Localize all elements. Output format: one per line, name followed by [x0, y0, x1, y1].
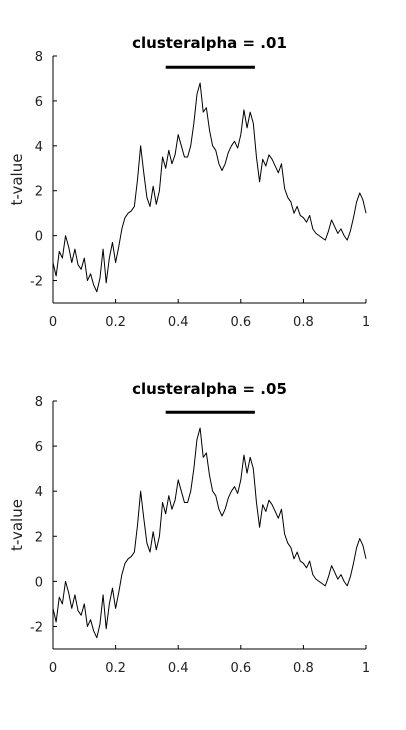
- y-tick-label: 0: [35, 230, 43, 245]
- y-axis-title: t-value: [8, 154, 26, 206]
- y-tick-label: 2: [35, 530, 43, 545]
- axis-ticks: 0 0.2 0.4 0.6 0.8 1 -2 0 2 4 6 8: [30, 50, 370, 330]
- y-tick-label: 6: [35, 440, 43, 455]
- chart-panel-1: clusteralpha = .01 t-value 0 0.2 0.4 0.6 0.8…: [8, 34, 370, 330]
- y-tick-label: 8: [35, 50, 43, 65]
- x-tick-label: 0.6: [230, 315, 251, 330]
- x-tick-label: 0: [49, 661, 57, 676]
- x-tick-label: 0: [49, 315, 57, 330]
- x-tick-label: 0.4: [168, 315, 189, 330]
- chart-panel-2: clusteralpha = .05 t-value 0 0.2 0.4 0.6 0.8…: [8, 380, 370, 676]
- x-tick-label: 0.2: [105, 661, 126, 676]
- y-tick-label: 8: [35, 395, 43, 410]
- y-tick-label: -2: [30, 620, 43, 635]
- y-tick-label: 4: [35, 140, 43, 155]
- y-axis-title: t-value: [8, 499, 26, 551]
- y-tick-label: 6: [35, 95, 43, 110]
- x-tick-label: 1: [362, 315, 370, 330]
- x-tick-label: 0.4: [168, 661, 189, 676]
- x-tick-label: 1: [362, 661, 370, 676]
- axis-ticks: 0 0.2 0.4 0.6 0.8 1 -2 0 2 4 6 8: [30, 395, 370, 676]
- chart-title: clusteralpha = .05: [132, 380, 287, 398]
- x-tick-label: 0.6: [230, 661, 251, 676]
- x-tick-label: 0.8: [293, 661, 314, 676]
- y-tick-label: 0: [35, 575, 43, 590]
- y-tick-label: -2: [30, 275, 43, 290]
- y-tick-label: 4: [35, 485, 43, 500]
- x-tick-label: 0.2: [105, 315, 126, 330]
- chart-title: clusteralpha = .01: [132, 34, 287, 52]
- t-value-line: [52, 82, 367, 293]
- x-tick-label: 0.8: [293, 315, 314, 330]
- t-value-line: [52, 427, 367, 639]
- y-tick-label: 2: [35, 185, 43, 200]
